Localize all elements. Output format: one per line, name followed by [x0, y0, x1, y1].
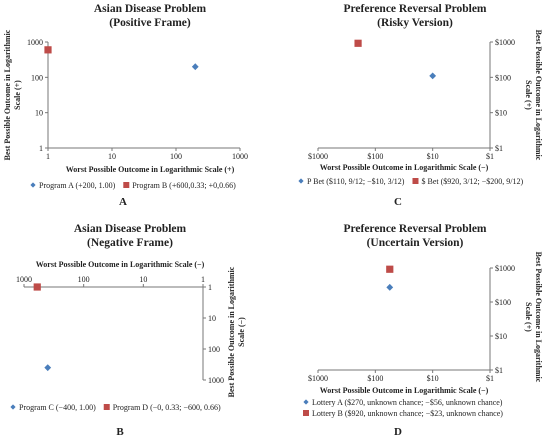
panel-c-y-tick-label: $1000 — [495, 38, 515, 47]
panel-d-legend-marker-1 — [303, 399, 309, 405]
panel-d-y-tick-label: $1000 — [495, 264, 515, 273]
panel-a-x-tick-label: 10 — [108, 152, 116, 161]
panel-c-y-axis-label: Best Possible Outcome in LogarithmicScal… — [524, 30, 543, 161]
panel-c-x-tick-label: $1 — [486, 152, 494, 161]
panel-a-letter: A — [119, 196, 127, 208]
panel-a-x-tick-label: 100 — [170, 152, 182, 161]
panel-d-legend-label-1: Lottery A ($270, unknown chance; −$56, u… — [312, 398, 503, 407]
panel-c-legend-label-2: $ Bet ($920, 3/12; −$200, 9/12) — [421, 177, 523, 186]
panel-c-point-2 — [354, 39, 362, 47]
panel-d-x-axis-label: Worst Possible Outcome in Logarithmic Sc… — [320, 386, 489, 395]
panel-d-legend-label-2: Lottery B ($920, unknown chance; −$23, u… — [312, 409, 503, 418]
panel-d-y-tick-label: $100 — [495, 298, 511, 307]
panel-d-y-tick-label: $1 — [495, 366, 503, 375]
panel-b-x-tick-label: 100 — [78, 275, 90, 284]
panel-d-point-1 — [386, 283, 394, 291]
panel-b-legend-label-1: Program C (−400, 1.00) — [19, 403, 96, 412]
panel-b-y-tick-label: 10 — [208, 314, 216, 323]
panel-b-y-tick-label: 100 — [208, 345, 220, 354]
panel-a-y-tick-label: 100 — [31, 73, 43, 82]
panel-c-y-tick-label: $10 — [495, 109, 507, 118]
panel-c-legend-label-1: P Bet ($110, 9/12; −$10, 3/12) — [307, 177, 405, 186]
panel-c-x-tick-label: $1000 — [308, 152, 328, 161]
panel-d-legend-marker-2 — [303, 410, 309, 416]
panel-d-y-tick-label: $10 — [495, 332, 507, 341]
panel-b-y-tick-label: 1000 — [208, 376, 224, 385]
panel-c-x-tick-label: $10 — [427, 152, 439, 161]
panel-a-title: Asian Disease Problem — [94, 3, 207, 15]
panel-d-x-tick-label: $1000 — [308, 374, 328, 383]
panel-a-y-tick-label: 1000 — [27, 38, 43, 47]
panel-a-point-1 — [191, 63, 199, 71]
panel-b-y-axis-label: Best Possible Outcome in LogarithmicScal… — [227, 266, 246, 397]
panel-b-point-2 — [33, 283, 41, 291]
panel-a-legend-label-2: Program B (+600,0.33; +0,0.66) — [132, 181, 236, 190]
panel-b-point-1 — [44, 364, 52, 372]
panel-b-legend-marker-2 — [103, 404, 110, 410]
panel-c-letter: C — [394, 196, 402, 208]
panel-c-y-tick-label: $100 — [495, 73, 511, 82]
panel-b-letter: B — [116, 426, 124, 437]
panel-d-x-tick-label: $10 — [427, 374, 439, 383]
panel-a-legend-marker-2 — [123, 182, 130, 188]
panel-a-subtitle: (Positive Frame) — [109, 17, 191, 29]
panel-a-y-tick-label: 1 — [39, 144, 43, 153]
panel-b-x-tick-label: 10 — [139, 275, 147, 284]
panel-b-title: Asian Disease Problem — [74, 223, 187, 235]
panel-b-subtitle: (Negative Frame) — [87, 237, 173, 249]
panel-d-point-2 — [386, 265, 394, 273]
panel-a-x-axis-label: Worst Possible Outcome in Logarithmic Sc… — [66, 165, 235, 174]
panel-c-title: Preference Reversal Problem — [343, 3, 486, 15]
panel-c-subtitle: (Risky Version) — [377, 17, 453, 29]
panel-c-x-axis-label: Worst Possible Outcome in Logarithmic Sc… — [320, 163, 489, 172]
panel-c-legend-marker-2 — [412, 178, 419, 184]
panel-b-x-tick-label: 1000 — [16, 275, 32, 284]
panel-b-x-axis-label: Worst Possible Outcome in Logarithmic Sc… — [36, 260, 205, 269]
panel-b-x-tick-label: 1 — [201, 275, 205, 284]
panel-d-x-tick-label: $100 — [367, 374, 383, 383]
panel-d-subtitle: (Uncertain Version) — [367, 237, 464, 249]
panel-a-x-tick-label: 1000 — [232, 152, 248, 161]
panel-b-legend-label-2: Program D (−0, 0.33; −600, 0.66) — [113, 403, 221, 412]
panel-a-legend-label-1: Program A (+200, 1.00) — [39, 181, 116, 190]
panel-a-point-2 — [44, 46, 52, 54]
panel-a-legend-marker-1 — [30, 182, 36, 188]
panel-c-x-tick-label: $100 — [367, 152, 383, 161]
panel-d-x-tick-label: $1 — [486, 374, 494, 383]
panel-a-y-axis-label: Best Possible Outcome in LogarithmicScal… — [3, 29, 22, 160]
panel-c-point-1 — [429, 72, 437, 80]
panel-b-y-tick-label: 1 — [208, 283, 212, 292]
panel-c-legend-marker-1 — [298, 178, 304, 184]
panel-d-letter: D — [394, 426, 402, 437]
panel-a-y-tick-label: 10 — [35, 109, 43, 118]
panel-a-x-tick-label: 1 — [46, 152, 50, 161]
panel-d-y-axis-label: Best Possible Outcome in LogarithmicScal… — [524, 252, 543, 383]
panel-d-title: Preference Reversal Problem — [343, 223, 486, 235]
panel-b-legend-marker-1 — [10, 404, 16, 410]
panel-c-y-tick-label: $1 — [495, 144, 503, 153]
